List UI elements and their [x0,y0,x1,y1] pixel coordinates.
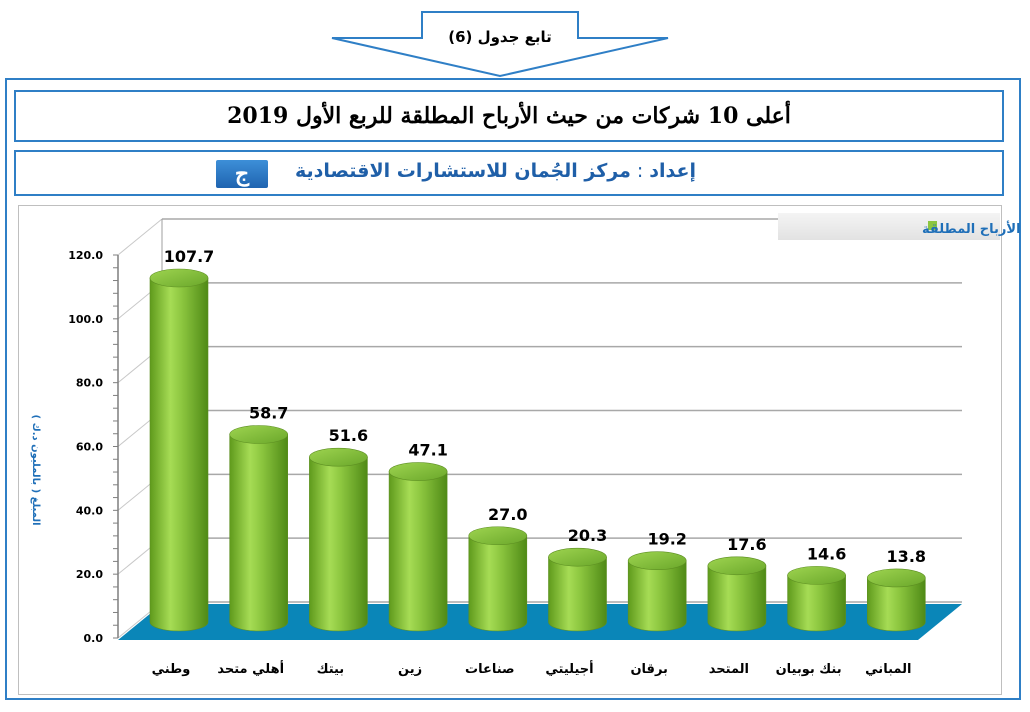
data-label: 14.6 [807,544,846,563]
bar-cap [787,566,846,585]
bar-7 [707,556,767,632]
bar-body [787,575,846,632]
bar-cap [388,462,448,481]
bar-cap [548,547,607,567]
x-tick-label: المتحد [709,662,749,677]
bar-body [309,456,368,632]
data-label: 58.7 [249,404,288,423]
legend-swatch [928,221,937,230]
bar-6 [627,551,687,632]
bar-3 [388,462,448,632]
chart-title: أعلى 10 شركات من حيث الأرباح المطلقة للر… [227,103,791,129]
x-tick-label: بنك بوبيان [776,662,842,677]
y-tick-label: 120.0 [68,249,103,262]
bar-body [548,556,607,632]
bar-body [627,560,687,632]
bar-body [149,277,209,632]
gridline-depth-6 [117,218,163,256]
outer-frame [5,78,1021,700]
bar-cap [866,568,926,588]
logo-letter: ج [234,161,250,187]
legend-label: الأرباح المطلقة [922,220,1021,237]
y-tick-label: 20.0 [76,568,103,581]
bar-cap [468,526,528,546]
bar-cap [229,425,289,444]
data-label: 107.7 [164,247,215,266]
legend: الأرباح المطلقة [778,213,1021,240]
banner-text: تابع جدول (6) [448,28,552,46]
bar-1 [229,425,289,632]
chart-frame [18,205,1002,695]
bar-cap [707,556,767,576]
bar-8 [787,566,846,632]
y-tick-label: 100.0 [68,313,103,326]
x-tick-label: أهلي متحد [217,660,284,677]
bar-body [707,565,767,632]
y-axis-title: المبلغ ( بالمليون د.ك ) [30,415,41,526]
bar-2 [309,447,368,632]
subtitle-box: إعداد:مركز الجُمان للاستشارات الاقتصادية… [14,150,1004,196]
bar-body [468,535,528,632]
data-label: 51.6 [329,426,368,445]
bar-0 [149,268,209,632]
data-label: 17.6 [727,535,766,554]
prepared-by-label: إعداد [649,160,696,182]
legend-box [778,213,1000,240]
bar-9 [866,568,926,632]
bar-cap [309,447,368,467]
bar-cap [627,551,687,570]
subtitle-separator: : [636,160,644,182]
data-label: 27.0 [488,505,527,524]
x-tick-label: زين [398,662,422,677]
bar-4 [468,526,528,632]
y-tick-label: 80.0 [76,377,103,390]
bar-body [229,434,288,632]
x-tick-label: وطني [152,662,191,677]
organization-logo-icon: ج [216,160,268,188]
bar-cap [149,268,209,288]
y-tick-label: 40.0 [76,504,103,517]
banner-arrow [331,11,669,78]
title-box: أعلى 10 شركات من حيث الأرباح المطلقة للر… [14,90,1004,142]
organization-name: مركز الجُمان للاستشارات الاقتصادية [295,160,631,182]
x-tick-label: بيتك [317,662,345,677]
x-tick-label: المباني [865,662,911,677]
x-tick-label: برقان [630,662,667,677]
bar-5 [548,547,607,632]
bar-body [867,577,926,632]
data-label: 19.2 [647,530,686,549]
x-tick-label: صناعات [465,662,515,677]
bar-body [388,471,448,632]
y-tick-label: 60.0 [76,441,103,454]
subtitle-text: إعداد:مركز الجُمان للاستشارات الاقتصادية [295,160,696,182]
data-label: 20.3 [568,526,607,545]
y-tick-label: 0.0 [84,632,104,645]
x-tick-label: أجيليتي [545,660,593,677]
data-label: 13.8 [887,547,926,566]
data-label: 47.1 [408,441,447,460]
